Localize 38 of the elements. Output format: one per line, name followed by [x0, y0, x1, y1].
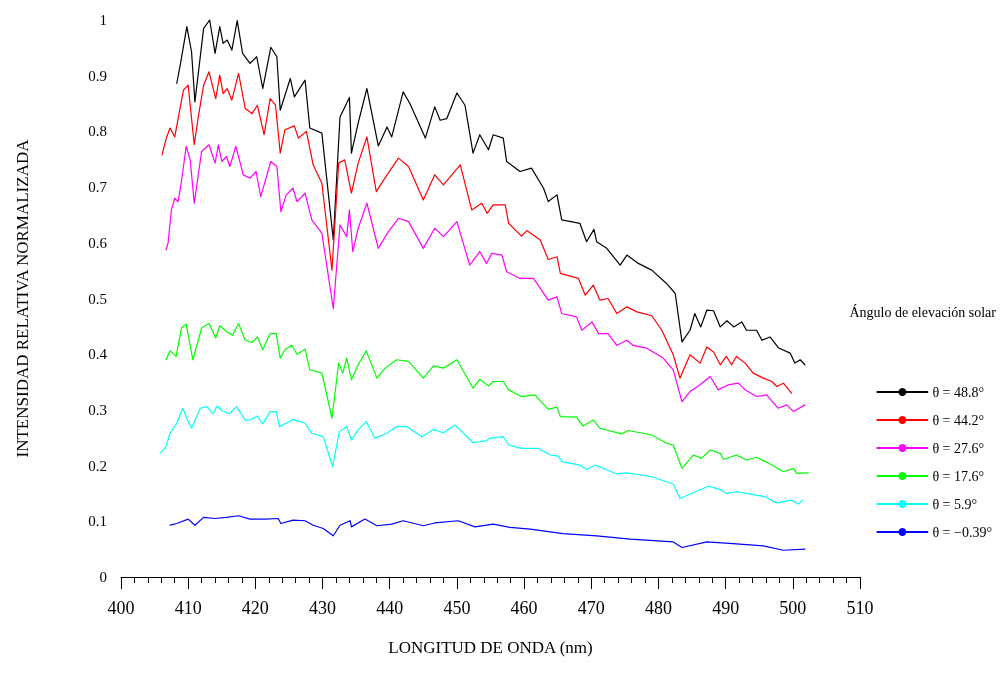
- legend-label: θ = 27.6°: [932, 440, 985, 456]
- x-tick-label: 440: [376, 598, 404, 618]
- line-series: [176, 19, 806, 366]
- y-tick-label: 0: [99, 569, 107, 585]
- x-tick-label: 490: [712, 598, 740, 618]
- legend-label: θ = −0.39°: [932, 524, 993, 540]
- line-series: [169, 515, 806, 551]
- x-axis-title: LONGITUD DE ONDA (nm): [388, 638, 593, 657]
- legend-label: θ = 44.2°: [932, 412, 985, 428]
- x-tick-label: 420: [241, 598, 269, 618]
- y-tick-label: 0.1: [88, 513, 107, 530]
- y-tick-label: 0.9: [88, 67, 107, 84]
- legend-label: θ = 17.6°: [932, 468, 985, 484]
- y-tick-label: 0.6: [88, 234, 108, 251]
- x-tick-label: 410: [174, 598, 202, 618]
- legend-label: θ = 5.9°: [932, 496, 978, 512]
- x-tick-label: 450: [443, 598, 471, 618]
- legend-title: Ángulo de elevación solar: [849, 303, 997, 320]
- x-tick-label: 510: [846, 598, 874, 618]
- y-tick-label: 0.8: [88, 123, 107, 140]
- x-tick-label: 470: [577, 598, 605, 618]
- y-tick-label: 0.7: [88, 179, 108, 196]
- x-tick-label: 500: [779, 598, 807, 618]
- y-axis-title: INTENSIDAD RELATIVA NORMALIZADA: [13, 138, 32, 458]
- y-tick-label: 0.2: [88, 457, 107, 474]
- x-tick-label: 480: [644, 598, 672, 618]
- legend-label: θ = 48.8°: [932, 384, 985, 400]
- x-tick-label: 400: [107, 598, 135, 618]
- line-series: [165, 144, 806, 413]
- line-series: [161, 71, 793, 394]
- x-tick-label: 460: [510, 598, 538, 618]
- y-tick-label: 0.5: [88, 290, 107, 307]
- x-tick-label: 430: [309, 598, 337, 618]
- y-tick-label: 1: [99, 12, 107, 28]
- y-tick-label: 0.3: [88, 401, 107, 418]
- y-tick-label: 0.4: [88, 346, 108, 363]
- line-series: [160, 405, 804, 505]
- line-series: [165, 322, 809, 474]
